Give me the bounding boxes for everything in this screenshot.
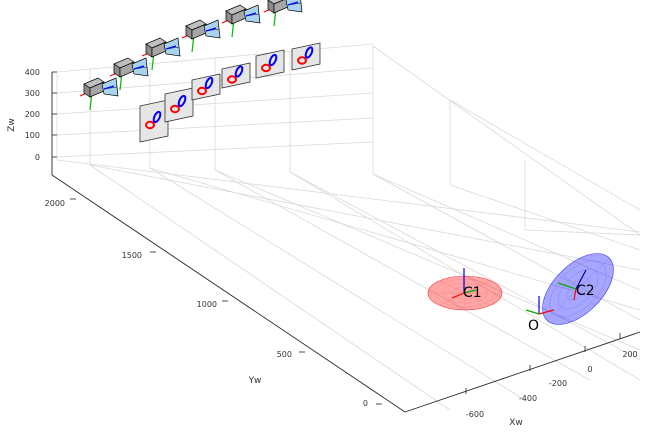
- projected-c2: [177, 94, 187, 108]
- camera-frustum: [285, 0, 303, 13]
- circle-c1: C1: [427, 268, 503, 311]
- circle-c2: C2: [542, 253, 614, 325]
- projected-c2: [304, 46, 314, 59]
- x-tick-200: 200: [622, 350, 637, 359]
- image-plane: [191, 73, 221, 101]
- projected-c2: [268, 53, 278, 67]
- origin-y-axis: [525, 309, 540, 315]
- z-tick-300: 300: [25, 89, 40, 98]
- c2-x-axis: [573, 288, 577, 301]
- x-axis-line: [404, 331, 641, 413]
- camera: [79, 77, 119, 111]
- projected-c1: [145, 120, 155, 130]
- y-tick-0: 0: [363, 399, 368, 408]
- image-planes: [139, 42, 321, 143]
- image-plane: [291, 42, 321, 71]
- projected-c2: [204, 76, 214, 90]
- camera-z-axis: [245, 12, 257, 17]
- c2-y-axis: [557, 282, 577, 290]
- tick-marks: [52, 71, 621, 405]
- y-axis-label: Yw: [248, 376, 262, 386]
- x-tick-neg200: -200: [549, 379, 567, 388]
- camera: [263, 0, 303, 27]
- camera-z-axis: [133, 65, 145, 70]
- image-plane: [255, 49, 285, 79]
- projected-c1: [197, 86, 207, 96]
- y-tick-2000: 2000: [45, 199, 65, 208]
- z-tick-200: 200: [25, 110, 40, 119]
- camera: [221, 4, 261, 38]
- camera-z-axis: [165, 45, 177, 50]
- c1-label: C1: [463, 285, 482, 301]
- image-plane: [139, 99, 169, 143]
- y-tick-1500: 1500: [122, 251, 142, 260]
- image-plane: [164, 87, 194, 123]
- projected-c1: [297, 56, 307, 65]
- axis-box: [51, 72, 641, 413]
- c1-y-axis: [463, 289, 477, 294]
- camera: [181, 19, 221, 53]
- c2-z-axis: [575, 269, 587, 290]
- camera: [109, 57, 149, 91]
- z-axis-label: Zw: [7, 118, 17, 132]
- camera-z-axis: [103, 85, 115, 90]
- c2-label: C2: [576, 283, 595, 299]
- projected-c1: [170, 104, 180, 114]
- projected-c1: [227, 75, 237, 84]
- x-tick-0: 0: [587, 365, 592, 374]
- y-tick-1000: 1000: [197, 300, 217, 309]
- camera-z-axis: [205, 27, 217, 32]
- projected-c1: [261, 63, 271, 73]
- projected-c2: [234, 65, 244, 78]
- camera: [141, 37, 181, 71]
- grid-lines: [56, 43, 641, 411]
- x-tick-neg600: -600: [466, 410, 484, 419]
- origin-x-axis: [538, 309, 555, 315]
- z-tick-400: 400: [25, 68, 40, 77]
- c1-x-axis: [451, 292, 465, 299]
- y-tick-500: 500: [277, 350, 292, 359]
- z-tick-100: 100: [25, 131, 40, 140]
- image-plane: [221, 62, 251, 89]
- camera-z-axis: [287, 1, 299, 6]
- z-tick-0: 0: [35, 153, 40, 162]
- x-axis-label: Xw: [509, 418, 523, 428]
- projected-c2: [152, 110, 162, 124]
- y-axis-line: [51, 174, 406, 413]
- world-origin: O: [525, 296, 555, 334]
- origin-label: O: [528, 318, 539, 334]
- cameras: [79, 0, 303, 111]
- x-tick-neg400: -400: [519, 394, 537, 403]
